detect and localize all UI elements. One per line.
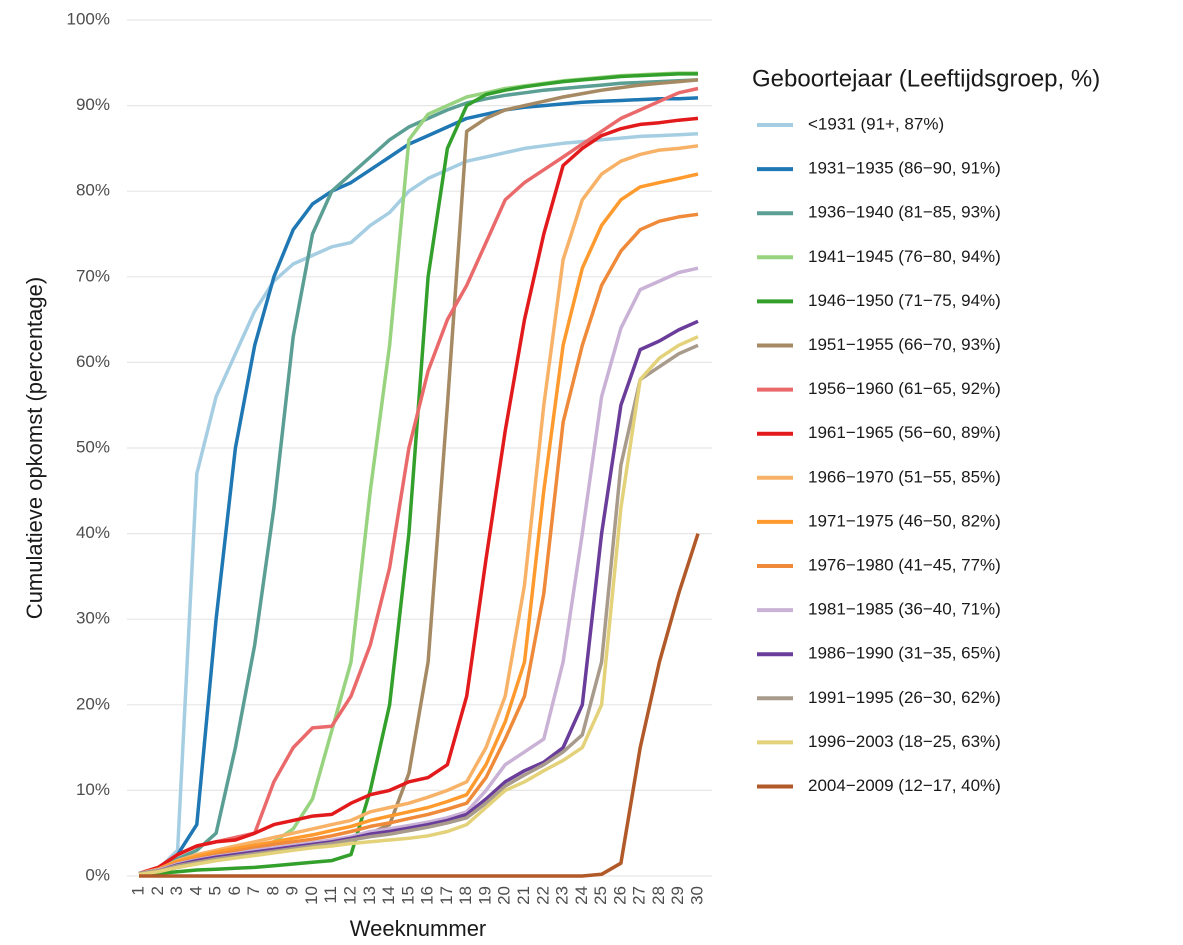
legend-label: 1966−1970 (51−55, 85%) [808,467,1001,486]
x-tick-label: 23 [553,886,572,905]
y-tick-label: 30% [76,609,110,628]
legend-label: 2004−2009 (12−17, 40%) [808,776,1001,795]
x-tick-label: 5 [206,886,225,895]
y-tick-label: 90% [76,95,110,114]
x-tick-label: 6 [225,886,244,895]
series-line [138,144,699,876]
x-tick-label: 13 [360,886,379,905]
legend-label: 1981−1985 (36−40, 71%) [808,600,1001,619]
y-tick-label: 40% [76,523,110,542]
x-tick-label: 2 [148,886,167,895]
x-tick-label: 17 [437,886,456,905]
y-tick-label: 20% [76,694,110,713]
legend-label: 1996−2003 (18−25, 63%) [808,732,1001,751]
x-tick-label: 28 [649,886,668,905]
legend-label: 1971−1975 (46−50, 82%) [808,511,1001,530]
legend-label: 1961−1965 (56−60, 89%) [808,423,1001,442]
x-tick-label: 1 [128,886,147,895]
x-tick-label: 20 [495,886,514,905]
legend-label: 1936−1940 (81−85, 93%) [808,203,1001,222]
series-line [138,96,699,876]
x-tick-label: 30 [687,886,706,905]
series-line [138,78,699,877]
x-tick-label: 7 [244,886,263,895]
legend-label: 1941−1945 (76−80, 94%) [808,247,1001,266]
series-line [138,335,699,877]
y-tick-label: 100% [67,9,110,28]
legend-label: 1951−1955 (66−70, 93%) [808,335,1001,354]
x-tick-label: 15 [398,886,417,905]
x-tick-label: 18 [456,886,475,905]
y-tick-label: 60% [76,352,110,371]
series-line [139,533,700,878]
legend-label: 1956−1960 (61−65, 92%) [808,379,1001,398]
x-tick-label: 26 [610,886,629,905]
x-tick-label: 10 [302,886,321,905]
series-line [138,71,698,877]
x-tick-label: 27 [630,886,649,905]
legend-label: 1976−1980 (41−45, 77%) [808,555,1001,574]
series-line [138,212,699,876]
x-tick-label: 16 [418,886,437,905]
series-line [138,86,699,876]
series-line [138,172,699,876]
x-tick-label: 19 [475,886,494,905]
x-tick-label: 29 [668,886,687,905]
legend-label: 1991−1995 (26−30, 62%) [808,688,1001,707]
series-line [138,116,699,876]
legend-label: 1946−1950 (71−75, 94%) [808,291,1001,310]
legend-label: 1931−1935 (86−90, 91%) [808,159,1001,178]
x-tick-label: 24 [572,886,591,905]
x-tick-label: 11 [321,886,340,904]
x-tick-label: 21 [514,886,533,905]
y-tick-label: 70% [76,266,110,285]
y-tick-label: 10% [76,780,110,799]
y-tick-label: 80% [76,181,110,200]
x-tick-label: 12 [341,886,360,905]
legend-label: <1931 (91+, 87%) [808,114,944,133]
legend-title: Geboortejaar (Leeftijdsgroep, %) [752,65,1100,92]
x-tick-label: 8 [263,886,282,895]
y-axis-title: Cumulatieve opkomst (percentage) [22,277,47,619]
y-tick-label: 0% [85,865,110,884]
series-line [138,78,699,876]
x-tick-label: 14 [379,886,398,905]
y-tick-label: 50% [76,437,110,456]
x-axis-title: Weeknummer [350,916,487,941]
x-tick-label: 4 [186,886,205,895]
series-line [138,72,698,877]
x-tick-label: 3 [167,886,186,895]
legend-label: 1986−1990 (31−35, 65%) [808,644,1001,663]
x-tick-label: 22 [533,886,552,905]
x-tick-label: 9 [283,886,302,895]
series-line [138,132,699,876]
x-tick-label: 25 [591,886,610,905]
